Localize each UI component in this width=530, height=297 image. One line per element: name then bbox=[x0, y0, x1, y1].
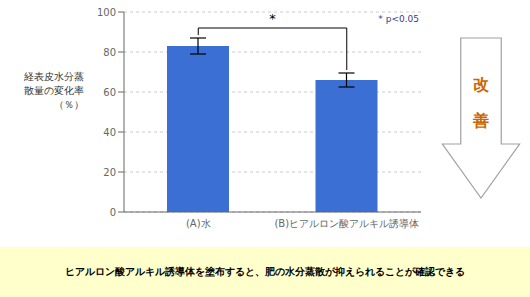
svg-text:(B)ヒアルロン酸アルキル誘導体: (B)ヒアルロン酸アルキル誘導体 bbox=[274, 218, 419, 229]
html-text:散量の変化率: 散量の変化率 bbox=[24, 85, 84, 96]
svg-text:善: 善 bbox=[472, 111, 489, 130]
svg-text:60: 60 bbox=[103, 87, 116, 98]
html-text:* p<0.05: * p<0.05 bbox=[378, 14, 419, 24]
html-text:経表皮水分蒸: 経表皮水分蒸 bbox=[24, 71, 84, 82]
svg-text:改: 改 bbox=[473, 75, 489, 94]
svg-text:(A)水: (A)水 bbox=[186, 218, 211, 229]
svg-text:*: * bbox=[269, 11, 276, 26]
html-text:ヒアルロン酸アルキル誘導体を塗布すると、肥の水分蒸散が抑えら: ヒアルロン酸アルキル誘導体を塗布すると、肥の水分蒸散が抑えられることが確認できる bbox=[65, 266, 465, 277]
svg-text:40: 40 bbox=[103, 127, 116, 138]
svg-text:20: 20 bbox=[103, 167, 116, 178]
svg-text:100: 100 bbox=[97, 7, 116, 18]
svg-text:0: 0 bbox=[110, 207, 116, 218]
svg-text:80: 80 bbox=[103, 47, 116, 58]
